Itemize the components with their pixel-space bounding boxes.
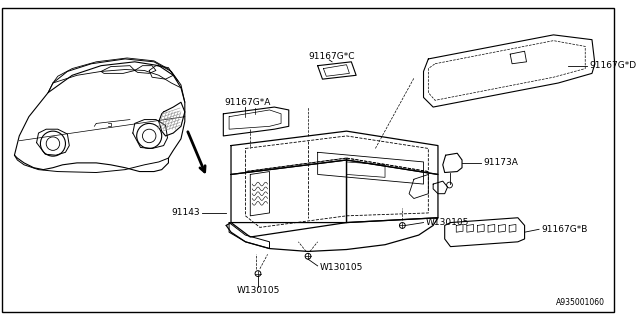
Text: W130105: W130105 [236,286,280,295]
Text: 91167G*D: 91167G*D [589,61,636,70]
Text: 91173A: 91173A [483,158,518,167]
Text: 91167G*A: 91167G*A [224,98,271,107]
Text: 91143: 91143 [172,208,200,218]
Text: 91167G*B: 91167G*B [541,225,588,234]
Text: W130105: W130105 [319,263,363,272]
Text: W130105: W130105 [426,218,469,227]
Text: A935001060: A935001060 [556,298,605,307]
Text: 91167G*C: 91167G*C [308,52,355,60]
